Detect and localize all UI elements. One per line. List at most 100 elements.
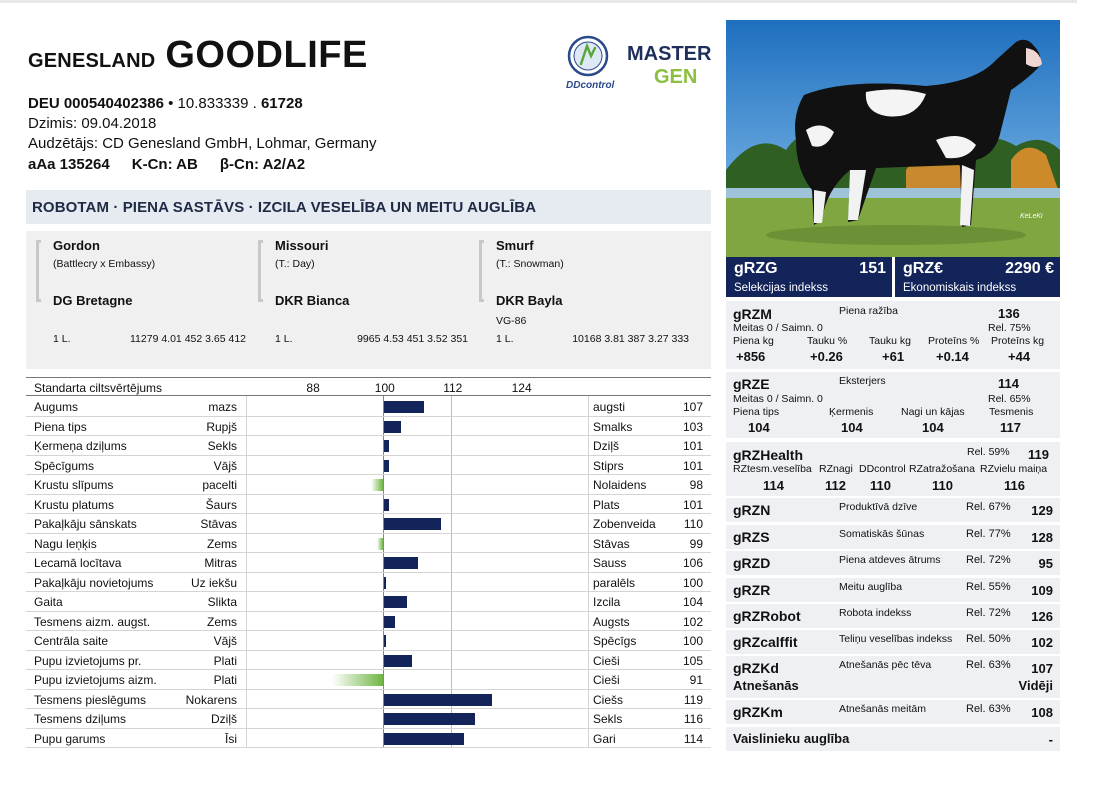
index-rel: Rel. 50%	[966, 633, 1011, 645]
trait-bar	[383, 732, 464, 745]
grzm-panel: gRZM Piena ražība 136 Meitas 0 / Saimn. …	[726, 301, 1060, 369]
trait-high-label: Augsts	[593, 614, 630, 629]
trait-row: Augums mazs augsti 107	[26, 397, 711, 417]
grzm-val: +856	[736, 349, 766, 364]
grzg-value: 151	[859, 260, 886, 277]
code-mid: • 10.833339 .	[163, 95, 261, 112]
trait-value: 101	[682, 497, 703, 512]
grzhealth-col: RZnagi	[819, 463, 853, 475]
trait-low-label: Vājš	[213, 634, 237, 648]
grzm-label: Piena ražība	[839, 305, 898, 317]
mastergen-logo-bottom: GEN	[654, 66, 697, 88]
sire-name: Gordon	[53, 238, 100, 253]
grz-eur-box: gRZ€ 2290 € Ekonomiskais indekss	[895, 257, 1060, 297]
sire-name: Missouri	[275, 238, 329, 253]
trait-low-label: Rupjš	[206, 419, 237, 434]
trait-row: Centrāla saite Vājš Spēcīgs 100	[26, 631, 711, 651]
trait-bar	[383, 420, 401, 433]
trait-high-label: Plats	[593, 497, 620, 512]
trait-value: 100	[682, 634, 703, 648]
trait-low-label: mazs	[208, 400, 237, 414]
mastergen-logo-top: MASTER	[627, 43, 712, 65]
index-desc: Atnešanās pēc tēva	[839, 659, 932, 671]
grzhealth-col: RZtesm.veselība	[733, 463, 812, 475]
index-row-grzcalffit: gRZcalffit Teliņu veselības indekss Rel.…	[726, 630, 1060, 654]
trait-high-label: Cieši	[593, 673, 620, 687]
index-rel: Rel. 72%	[966, 607, 1011, 619]
trait-value: 106	[682, 556, 703, 570]
trait-row: Krustu platums Šaurs Plats 101	[26, 495, 711, 514]
index-value: 95	[1038, 556, 1053, 571]
bull-title: GOODLIFE	[165, 34, 368, 76]
grzhealth-val: 112	[825, 478, 846, 493]
trait-value: 104	[682, 595, 703, 609]
trait-value: 103	[682, 419, 703, 434]
trait-bar	[383, 459, 390, 472]
trait-name: Pupu garums	[34, 731, 106, 746]
trait-name: Pupu izvietojums pr.	[34, 653, 142, 668]
bull-name: GENESLAND GOODLIFE	[28, 34, 368, 77]
trait-value: 119	[683, 692, 703, 707]
grze-name: gRZE	[733, 376, 770, 392]
trait-low-label: Stāvas	[200, 517, 237, 531]
trait-high-label: Sekls	[593, 712, 623, 726]
grzhealth-col: DDcontrol	[859, 463, 906, 475]
trait-high-label: Sauss	[593, 556, 627, 570]
grze-col: Tesmenis	[989, 406, 1034, 418]
index-name: gRZKd	[733, 660, 779, 676]
index-name: gRZD	[733, 555, 771, 571]
bar-zone-border	[246, 396, 247, 747]
trait-name: Pupu izvietojums aizm.	[34, 673, 157, 687]
center-line	[382, 396, 384, 747]
sire-fertility-row: Vaislinieku auglība -	[726, 727, 1060, 751]
grz-eur-name: gRZ€	[903, 260, 943, 277]
trait-low-label: Plati	[213, 673, 237, 687]
trait-row: Tesmens dziļums Dziļš Sekls 116	[26, 709, 711, 729]
sire-parents: (T.: Snowman)	[496, 258, 564, 270]
trait-name: Piena tips	[34, 419, 87, 434]
grzm-rel: Rel. 75%	[988, 322, 1031, 334]
trait-value: 102	[682, 614, 703, 629]
trait-low-label: Slikta	[207, 595, 237, 609]
sire-parents: (Battlecry x Embassy)	[53, 258, 156, 270]
grid-line	[451, 396, 453, 747]
trait-name: Augums	[34, 400, 79, 414]
kappa-casein: K-Cn: AB	[131, 156, 198, 173]
trait-row: Gaita Slikta Izcila 104	[26, 592, 711, 612]
trait-high-label: Ciešs	[593, 692, 624, 707]
grze-col: Nagi un kājas	[901, 406, 965, 418]
trait-high-label: Stāvas	[593, 536, 630, 551]
grzhealth-val: 114	[763, 478, 784, 493]
grzhealth-val: 110	[870, 478, 891, 493]
birth-date: Dzimis: 09.04.2018	[28, 115, 157, 132]
trait-name: Gaita	[34, 595, 63, 609]
conformation-table: Standarta ciltsvērtējums 88 100 112 124 …	[26, 377, 711, 752]
trait-high-label: paralēls	[593, 575, 636, 590]
trait-low-label: Zems	[207, 614, 237, 629]
trait-low-label: Zems	[207, 536, 237, 551]
ddcontrol-logo: DDcontrol	[560, 34, 616, 94]
trait-bar	[383, 401, 424, 413]
trait-low-label: Uz iekšu	[190, 575, 237, 590]
trait-bar	[383, 615, 396, 628]
index-rel: Rel. 63%	[966, 703, 1011, 715]
index-rel: Rel. 67%	[966, 501, 1011, 513]
grze-col: Ķermenis	[829, 406, 874, 418]
index-desc: Piena atdeves ātrums	[839, 554, 941, 566]
grzhealth-val: 116	[1004, 478, 1025, 493]
scale-tick: 88	[306, 381, 320, 395]
dam-lactation: 1 L.	[275, 333, 293, 345]
index-desc: Produktīvā dzīve	[839, 501, 918, 513]
trait-name: Tesmens dziļums	[34, 712, 127, 726]
trait-row: Tesmens aizm. augst. Zems Augsts 102	[26, 612, 711, 631]
grzm-col: Proteīns kg	[991, 335, 1045, 347]
grze-panel: gRZE Eksterjers 114 Meitas 0 / Saimn. 0 …	[726, 372, 1060, 438]
trait-low-label: Īsi	[225, 731, 237, 746]
trait-row: Spēcīgums Vājš Stiprs 101	[26, 456, 711, 475]
trait-row: Pakaļkāju sānskats Stāvas Zobenveida 110	[26, 514, 711, 534]
trait-high-label: Spēcīgs	[593, 634, 637, 648]
index-desc: Atnešanās meitām	[839, 703, 926, 715]
scale-tick: 112	[443, 381, 463, 395]
dam-lactation: 1 L.	[53, 333, 71, 345]
conformation-header: Standarta ciltsvērtējums 88 100 112 124	[26, 377, 711, 396]
